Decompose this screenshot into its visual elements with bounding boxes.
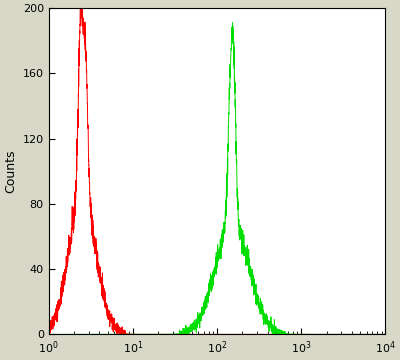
Y-axis label: Counts: Counts [4, 149, 17, 193]
